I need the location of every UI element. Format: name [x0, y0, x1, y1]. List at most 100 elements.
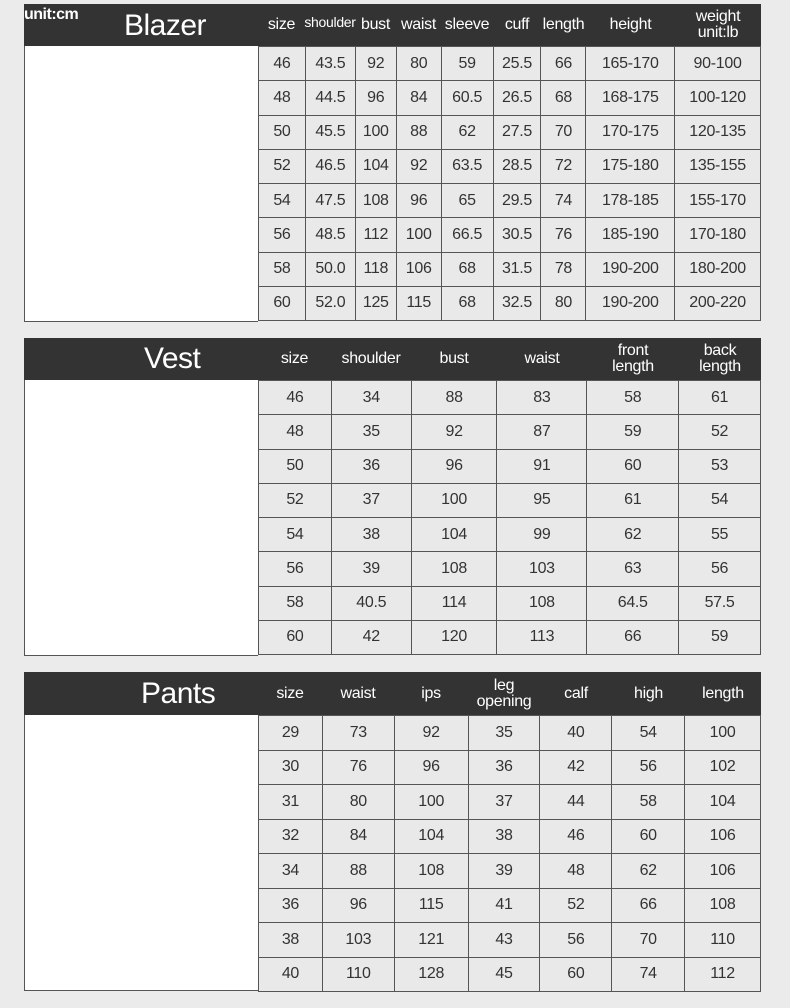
blazer-cell: 60.5 — [440, 80, 494, 116]
table-row: 32 84 104 38 46 60 106 — [258, 818, 761, 854]
pants-column-header: high — [633, 684, 664, 702]
pants-cell: 73 — [321, 715, 395, 751]
pants-cell: 43 — [467, 922, 541, 958]
vest-cell: 52 — [258, 482, 332, 519]
vest-cell: 61 — [678, 379, 761, 416]
blazer-cell: 78 — [540, 251, 587, 287]
pants-cell: 39 — [467, 853, 541, 889]
pants-cell: 38 — [467, 818, 541, 854]
pants-title: Pants — [141, 677, 216, 710]
pants-cell: 56 — [611, 749, 686, 785]
vest-cell: 35 — [330, 414, 412, 450]
blazer-cell: 190-200 — [585, 285, 676, 322]
pants-cell: 54 — [611, 715, 686, 751]
vest-cell: 64.5 — [586, 585, 680, 621]
pants-cell: 106 — [684, 853, 761, 889]
table-row: 58 50.0 118 106 68 31.5 78 190-200 180-200 — [258, 251, 761, 287]
table-row: 60 42 120 113 66 59 — [258, 619, 761, 656]
table-row: 31 80 100 37 44 58 104 — [258, 784, 761, 820]
blazer-cell: 29.5 — [492, 182, 542, 219]
table-row: 30 76 96 36 42 56 102 — [258, 749, 761, 785]
pants-cell: 108 — [393, 853, 469, 889]
pants-cell: 121 — [393, 922, 469, 958]
blazer-cell: 100-120 — [674, 80, 761, 116]
blazer-column-header: shoulder — [304, 14, 356, 30]
vest-cell: 54 — [258, 516, 332, 553]
vest-cell: 52 — [678, 414, 761, 450]
blazer-cell: 66 — [540, 45, 587, 82]
pants-table-body: 29 73 92 35 40 54 100 30 76 96 36 42 56 102 31 80 100 37 4… — [258, 715, 761, 992]
pants-cell: 108 — [684, 887, 761, 923]
blazer-cell: 112 — [354, 217, 397, 253]
blazer-cell: 56 — [258, 217, 306, 253]
vest-header-bar — [24, 338, 761, 380]
pants-cell: 40 — [258, 956, 323, 992]
blazer-cell: 30.5 — [492, 217, 542, 253]
pants-cell: 115 — [393, 887, 469, 923]
vest-cell: 108 — [496, 585, 588, 621]
blazer-cell: 190-200 — [585, 251, 676, 287]
table-row: 60 52.0 125 115 68 32.5 80 190-200 200-220 — [258, 285, 761, 322]
vest-cell: 114 — [410, 585, 498, 621]
blazer-cell: 68 — [440, 285, 494, 322]
blazer-column-header: cuff — [504, 16, 530, 33]
vest-cell: 53 — [678, 448, 761, 484]
blazer-cell: 106 — [395, 251, 442, 287]
table-row: 52 37 100 95 61 54 — [258, 482, 761, 519]
blazer-cell: 155-170 — [674, 182, 761, 219]
pants-cell: 38 — [258, 922, 323, 958]
table-row: 58 40.5 114 108 64.5 57.5 — [258, 585, 761, 621]
pants-cell: 102 — [684, 749, 761, 785]
pants-size-table: Pants size waist ips leg opening calf high len… — [24, 672, 761, 992]
pants-cell: 41 — [467, 887, 541, 923]
vest-cell: 96 — [410, 448, 498, 484]
blazer-column-header: height — [609, 16, 652, 33]
table-row: 48 35 92 87 59 52 — [258, 414, 761, 450]
blazer-cell: 58 — [258, 251, 306, 287]
table-row: 54 47.5 108 96 65 29.5 74 178-185 155-170 — [258, 182, 761, 219]
blazer-column-header: bust — [360, 16, 391, 33]
blazer-cell: 80 — [540, 285, 587, 322]
vest-cell: 36 — [330, 448, 412, 484]
pants-column-header: size — [276, 684, 304, 702]
blazer-cell: 50.0 — [304, 251, 356, 287]
pants-cell: 60 — [539, 956, 613, 992]
blazer-cell: 46 — [258, 45, 306, 82]
table-row: 36 96 115 41 52 66 108 — [258, 887, 761, 923]
pants-cell: 112 — [684, 956, 761, 992]
blazer-cell: 45.5 — [304, 114, 356, 150]
blazer-cell: 48.5 — [304, 217, 356, 253]
pants-cell: 100 — [684, 715, 761, 751]
pants-cell: 100 — [393, 784, 469, 820]
vest-cell: 95 — [496, 482, 588, 519]
blazer-image-panel — [24, 46, 258, 322]
table-row: 46 43.5 92 80 59 25.5 66 165-170 90-100 — [258, 45, 761, 82]
blazer-cell: 92 — [395, 148, 442, 185]
blazer-cell: 135-155 — [674, 148, 761, 185]
pants-cell: 36 — [258, 887, 323, 923]
blazer-cell: 100 — [354, 114, 397, 150]
pants-column-header: leg opening — [476, 676, 532, 710]
vest-cell: 60 — [258, 619, 332, 656]
table-row: 50 45.5 100 88 62 27.5 70 170-175 120-135 — [258, 114, 761, 150]
table-row: 34 88 108 39 48 62 106 — [258, 853, 761, 889]
blazer-cell: 100 — [395, 217, 442, 253]
pants-cell: 40 — [539, 715, 613, 751]
vest-cell: 34 — [330, 379, 412, 416]
vest-cell: 57.5 — [678, 585, 761, 621]
vest-image-panel — [24, 380, 258, 656]
blazer-column-header: length — [542, 16, 585, 33]
blazer-cell: 168-175 — [585, 80, 676, 116]
vest-table-body: 46 34 88 83 58 61 48 35 92 87 59 52 50 36 96 91 60 53 52 37… — [258, 379, 761, 656]
pants-cell: 74 — [611, 956, 686, 992]
blazer-cell: 46.5 — [304, 148, 356, 185]
blazer-cell: 92 — [354, 45, 397, 82]
blazer-cell: 66.5 — [440, 217, 494, 253]
vest-cell: 120 — [410, 619, 498, 656]
vest-cell: 108 — [410, 551, 498, 587]
pants-cell: 46 — [539, 818, 613, 854]
vest-column-header: bust — [439, 350, 469, 367]
vest-cell: 40.5 — [330, 585, 412, 621]
pants-cell: 60 — [611, 818, 686, 854]
vest-cell: 50 — [258, 448, 332, 484]
